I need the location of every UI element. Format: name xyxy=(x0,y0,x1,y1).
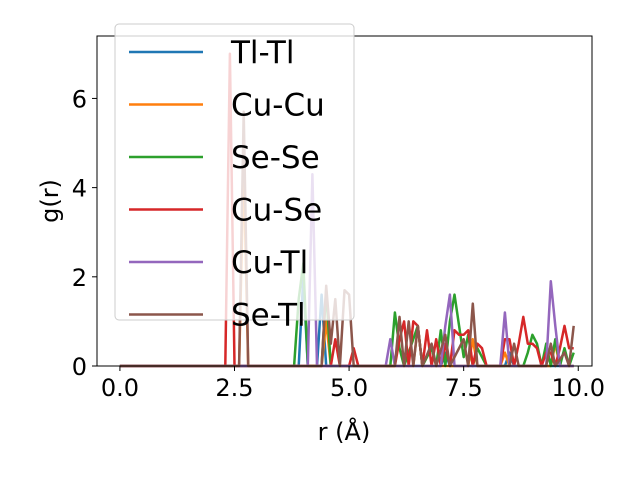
legend-box xyxy=(114,23,355,321)
x-tick-label: 7.5 xyxy=(445,374,483,402)
y-axis-label: g(r) xyxy=(36,179,64,223)
y-tick-label: 6 xyxy=(72,85,87,113)
legend-label-cu-se: Cu-Se xyxy=(231,193,322,229)
x-tick-label: 10.0 xyxy=(552,374,605,402)
y-tick-label: 2 xyxy=(72,264,87,292)
legend-label-se-tl: Se-Tl xyxy=(231,298,306,334)
x-tick-label: 0.0 xyxy=(101,374,139,402)
legend-label-cu-tl: Cu-Tl xyxy=(231,245,308,281)
x-axis-ticks: 0.0 2.5 5.0 7.5 10.0 xyxy=(101,366,605,402)
y-tick-label: 0 xyxy=(72,353,87,381)
legend-label-tl-tl: Tl-Tl xyxy=(230,35,294,71)
x-tick-label: 5.0 xyxy=(330,374,368,402)
x-tick-label: 2.5 xyxy=(215,374,253,402)
legend-label-se-se: Se-Se xyxy=(231,140,320,176)
legend: Tl-Tl Cu-Cu Se-Se Cu-Se Cu-Tl Se-Tl xyxy=(114,23,355,334)
y-tick-label: 4 xyxy=(72,175,87,203)
x-axis-label: r (Å) xyxy=(318,417,371,446)
legend-label-cu-cu: Cu-Cu xyxy=(231,88,325,124)
y-axis-ticks: 0 2 4 6 xyxy=(72,85,97,381)
legend-entries: Tl-Tl Cu-Cu Se-Se Cu-Se Cu-Tl Se-Tl xyxy=(129,35,325,334)
